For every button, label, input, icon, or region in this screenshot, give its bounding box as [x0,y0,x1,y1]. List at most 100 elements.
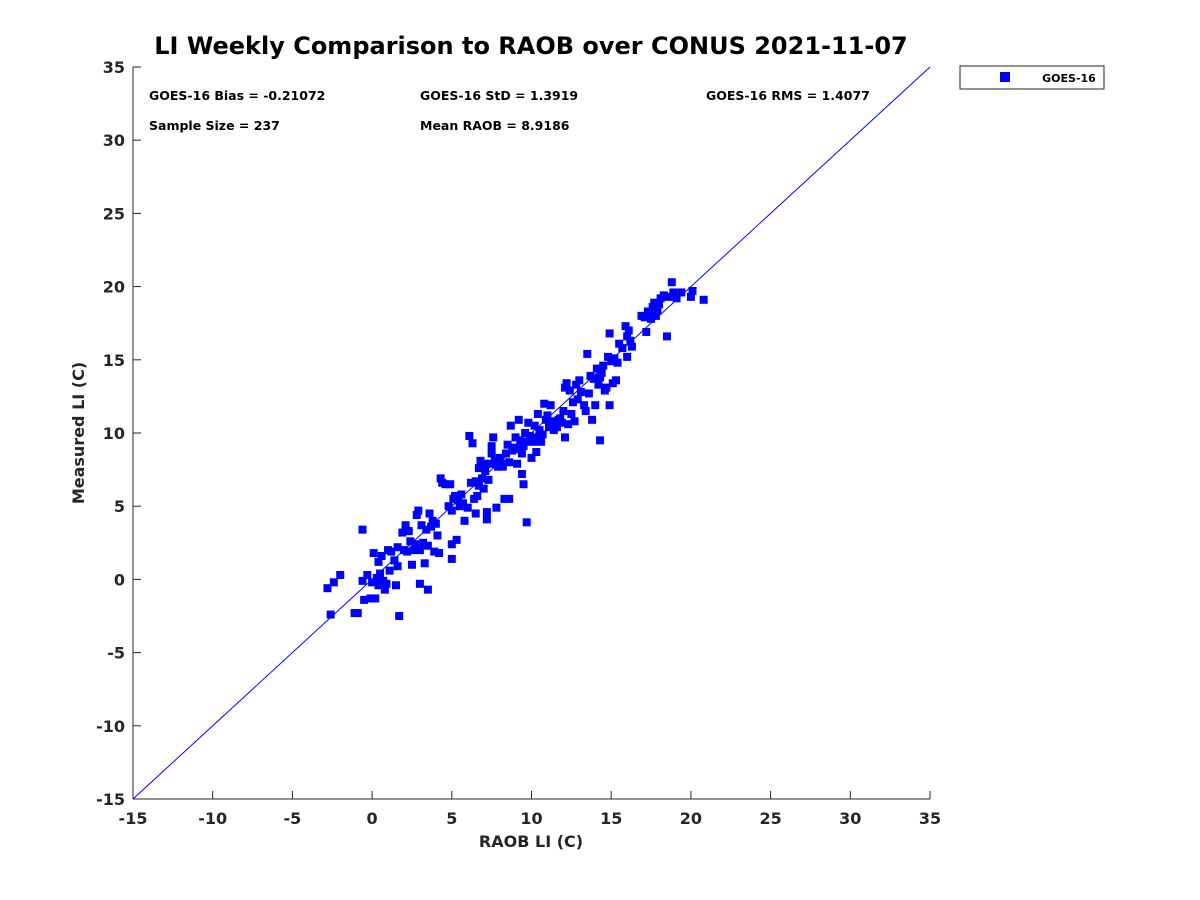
data-point [594,380,603,389]
data-point [506,421,515,430]
data-point [564,420,573,429]
data-point [329,578,338,587]
data-point [425,509,434,518]
data-point [395,612,404,620]
data-point [411,540,420,549]
data-point [653,306,662,315]
data-point [537,437,546,446]
data-point [452,535,461,544]
data-point [532,448,541,457]
stat-std: GOES-16 StD = 1.3919 [420,88,578,103]
data-point [699,295,708,304]
data-point [596,436,605,445]
stat-mean-raob: Mean RAOB = 8.9186 [420,118,570,133]
data-point [530,421,539,430]
data-point [623,332,632,341]
data-point [669,288,678,297]
data-point [490,456,499,465]
data-point [393,562,402,571]
data-point [591,401,600,410]
data-point [588,415,597,424]
data-point [540,399,549,408]
data-point [398,528,407,537]
data-point [446,480,455,489]
data-point [640,313,649,322]
data-point [529,437,538,446]
data-point [481,467,490,476]
data-point [580,401,589,410]
x-tick-label: 5 [446,809,457,828]
data-point [650,298,659,307]
data-point [667,278,676,287]
data-point [581,407,590,416]
data-point [435,549,444,558]
data-point [517,469,526,478]
data-point [336,571,345,580]
data-point [618,344,627,353]
data-point [392,581,401,590]
legend: GOES-16 [959,65,1105,90]
data-point [360,595,369,604]
data-point [505,458,514,467]
data-point [473,491,482,500]
data-point [403,547,412,556]
data-point [686,292,695,301]
x-axis-label: RAOB LI (C) [479,832,583,851]
data-point [415,546,424,555]
data-point [372,573,381,582]
data-point [576,388,585,397]
x-tick-label: 15 [600,809,622,828]
data-point [538,430,547,439]
data-point [501,449,510,458]
data-point [575,376,584,385]
data-point [567,409,576,418]
chart-title: LI Weekly Comparison to RAOB over CONUS … [154,32,907,60]
data-point [513,445,522,454]
data-point [599,361,608,370]
data-point [471,477,480,486]
data-point [610,354,619,363]
data-point [419,538,428,547]
data-point [560,383,569,392]
data-point [479,484,488,493]
y-tick-label: 15 [103,351,125,370]
data-point [482,515,491,524]
legend-box [959,65,1105,90]
data-point [584,389,593,398]
data-point [420,559,429,568]
data-point [527,453,536,462]
data-point [513,459,522,468]
data-point [573,395,582,404]
data-point [659,291,668,300]
data-point [484,475,493,484]
y-tick-label: 5 [114,497,125,516]
data-point [583,349,592,358]
data-point [447,554,456,563]
data-point [436,474,445,483]
data-point [560,433,569,442]
data-point [423,541,432,550]
stat-rms: GOES-16 RMS = 1.4077 [706,88,870,103]
y-tick-label: -10 [96,717,125,736]
data-point [369,549,378,558]
data-point [605,401,614,410]
data-point [487,442,496,451]
data-point [519,480,528,489]
x-tick-label: 0 [367,809,378,828]
x-tick-label: 30 [839,809,861,828]
data-point [621,322,630,331]
x-tick-label: -10 [198,809,227,828]
data-point [522,437,531,446]
scatter-points [323,278,708,620]
data-point [468,439,477,448]
data-point [503,440,512,449]
data-point [532,433,541,442]
data-point [568,398,577,407]
data-point [524,418,533,427]
axes: -15 -10 -5 0 5 10 15 20 25 30 35 -15 -10 -5 0 5 10 15 20 25… [96,58,941,828]
data-point [358,525,367,534]
data-point [377,551,386,560]
data-point [589,374,598,383]
data-point [323,584,332,593]
data-point [406,537,415,546]
